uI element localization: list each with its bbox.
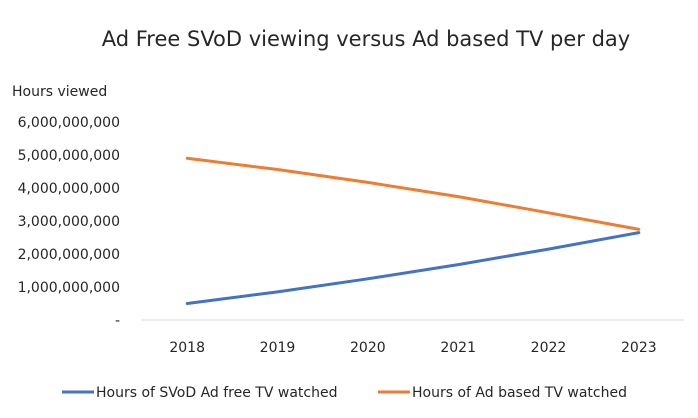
y-tick-label: 5,000,000,000 [18, 148, 120, 164]
y-axis-label: Hours viewed [12, 84, 107, 100]
y-tick-label: 6,000,000,000 [18, 115, 120, 131]
y-tick-label: 3,000,000,000 [18, 214, 120, 230]
x-tick-label: 2018 [169, 340, 205, 356]
y-tick-label: - [115, 313, 120, 329]
legend-label: Hours of SVoD Ad free TV watched [96, 385, 337, 401]
y-tick-label: 4,000,000,000 [18, 181, 120, 197]
chart-title: Ad Free SVoD viewing versus Ad based TV … [102, 27, 630, 51]
x-tick-label: 2019 [260, 340, 296, 356]
x-tick-label: 2020 [350, 340, 386, 356]
y-tick-label: 1,000,000,000 [18, 280, 120, 296]
x-tick-label: 2022 [531, 340, 567, 356]
legend: Hours of SVoD Ad free TV watched Hours of… [62, 385, 627, 401]
x-axis-ticks: 2018 2019 2020 2021 2022 2023 [169, 340, 656, 356]
x-tick-label: 2023 [621, 340, 657, 356]
y-tick-label: 2,000,000,000 [18, 247, 120, 263]
series-line [185, 231, 641, 305]
legend-label: Hours of Ad based TV watched [412, 385, 627, 401]
series-line [185, 156, 641, 231]
x-tick-label: 2021 [440, 340, 476, 356]
y-axis-ticks: - 1,000,000,000 2,000,000,000 3,000,000,000… [18, 115, 120, 329]
series-lines [185, 156, 641, 305]
